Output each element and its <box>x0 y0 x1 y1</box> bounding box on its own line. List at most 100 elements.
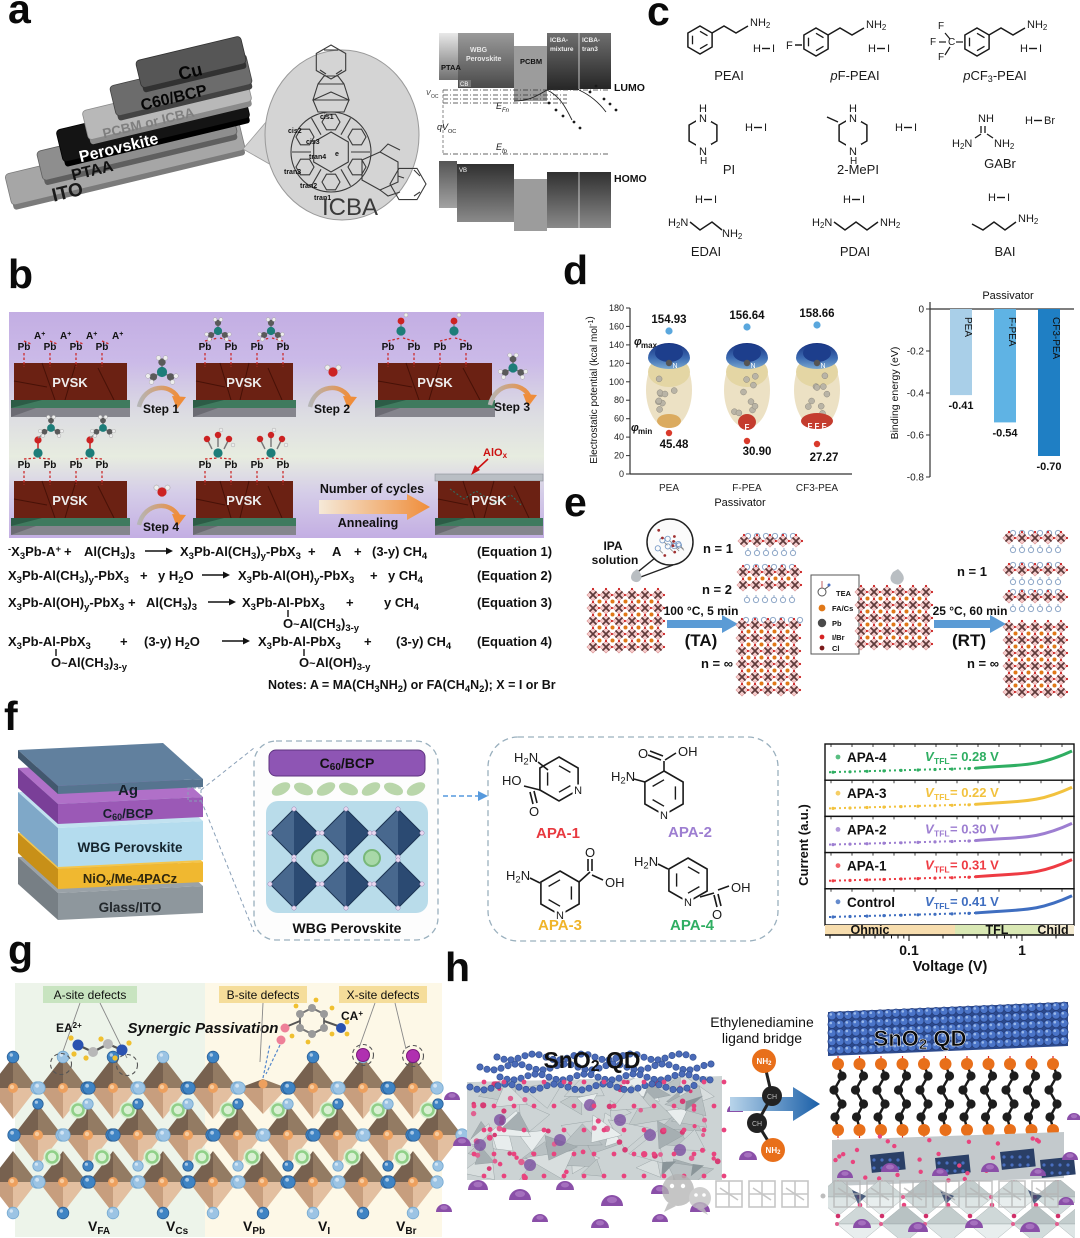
svg-text:tran4: tran4 <box>309 154 326 161</box>
svg-text:PEA: PEA <box>659 483 679 494</box>
svg-text:20: 20 <box>614 451 624 461</box>
svg-text:TFL: TFL <box>934 865 950 875</box>
svg-text:PVSK: PVSK <box>226 493 262 508</box>
svg-text:Glass/ITO: Glass/ITO <box>99 900 162 915</box>
svg-text:O: O <box>712 907 722 922</box>
svg-text:F F F: F F F <box>807 422 826 431</box>
svg-text:Voltage (V): Voltage (V) <box>913 959 988 975</box>
svg-text:ICBA-: ICBA- <box>582 37 600 44</box>
svg-text:PVSK: PVSK <box>471 493 507 508</box>
svg-text:2-MePI: 2-MePI <box>837 162 879 177</box>
svg-text:H2N: H2N <box>514 750 538 768</box>
svg-text:pCF3-PEAI: pCF3-PEAI <box>962 68 1027 84</box>
svg-text:Pb: Pb <box>225 460 238 471</box>
svg-text:CF3-PEA: CF3-PEA <box>796 483 839 494</box>
svg-text:100 °C, 5 min: 100 °C, 5 min <box>664 604 739 618</box>
svg-text:Current (a.u.): Current (a.u.) <box>796 804 811 886</box>
svg-text:A+: A+ <box>60 331 71 342</box>
svg-text:GABr: GABr <box>984 156 1016 171</box>
svg-text:PEA: PEA <box>962 317 973 337</box>
svg-text:= 0.28 V: = 0.28 V <box>950 749 999 764</box>
svg-text:H2N: H2N <box>668 217 688 230</box>
svg-text:AlOx: AlOx <box>483 447 508 460</box>
svg-text:H: H <box>1020 43 1028 55</box>
svg-text:Synergic Passivation: Synergic Passivation <box>128 1020 279 1037</box>
svg-text:I: I <box>862 194 865 206</box>
svg-text:y CH4: y CH4 <box>384 595 420 613</box>
svg-text:CB: CB <box>460 82 468 88</box>
svg-text:Pb: Pb <box>225 342 238 353</box>
svg-text:pF-PEAI: pF-PEAI <box>829 68 879 83</box>
svg-text:F: F <box>745 423 750 432</box>
svg-text:tran3: tran3 <box>284 169 301 176</box>
svg-text:N: N <box>820 363 825 370</box>
svg-text:NH: NH <box>978 113 994 125</box>
svg-text:180: 180 <box>609 303 624 313</box>
svg-text:C60/BCP: C60/BCP <box>320 755 375 773</box>
svg-text:X3Pb-Al-PbX3: X3Pb-Al-PbX3 <box>242 595 325 613</box>
svg-text:Pb: Pb <box>251 460 264 471</box>
svg-text:PDAI: PDAI <box>840 244 870 259</box>
svg-text:160: 160 <box>609 321 624 331</box>
svg-text:ICBA: ICBA <box>322 194 378 221</box>
svg-text:0: 0 <box>918 305 924 316</box>
svg-text:Pb: Pb <box>199 342 212 353</box>
svg-text:I: I <box>764 122 767 134</box>
svg-text:Binding energy (eV): Binding energy (eV) <box>889 347 901 440</box>
svg-text:PI: PI <box>723 162 735 177</box>
svg-text:158.66: 158.66 <box>799 308 834 320</box>
svg-text:NH2: NH2 <box>722 228 742 241</box>
svg-text:HOMO: HOMO <box>614 173 647 185</box>
svg-text:ligand bridge: ligand bridge <box>722 1030 802 1046</box>
svg-text:= 0.30 V: = 0.30 V <box>950 821 999 836</box>
svg-text:c: c <box>647 0 670 34</box>
svg-text:N: N <box>849 146 857 158</box>
svg-text:y CH4: y CH4 <box>388 568 424 586</box>
svg-text:(3-y) CH4: (3-y) CH4 <box>372 544 428 562</box>
svg-text:n = ∞: n = ∞ <box>967 656 999 671</box>
svg-text:APA-1: APA-1 <box>536 825 580 842</box>
svg-text:cis2: cis2 <box>288 128 302 135</box>
svg-text:-X3Pb-A+: -X3Pb-A+ <box>8 544 61 562</box>
svg-text:Child: Child <box>1037 923 1068 937</box>
svg-text:N: N <box>556 910 564 922</box>
svg-text:O~Al(OH)3-y: O~Al(OH)3-y <box>299 655 371 673</box>
svg-text:O: O <box>529 804 539 819</box>
svg-text:TFL: TFL <box>934 901 950 911</box>
svg-text:(Equation 4): (Equation 4) <box>477 634 552 649</box>
svg-text:E: E <box>496 101 503 111</box>
svg-text:-0.2: -0.2 <box>907 347 925 358</box>
svg-text:X3Pb-Al(CH3)y-PbX3: X3Pb-Al(CH3)y-PbX3 <box>180 544 301 562</box>
svg-text:TFL: TFL <box>986 923 1009 937</box>
svg-text:NH2: NH2 <box>1027 19 1047 32</box>
svg-text:V: V <box>925 785 935 800</box>
svg-text:N: N <box>684 897 692 909</box>
svg-text:Step 4: Step 4 <box>143 520 179 534</box>
svg-text:Notes: A = MA(CH3NH2) or FA(CH: Notes: A = MA(CH3NH2) or FA(CH4N2); X = … <box>268 678 556 695</box>
svg-text:qV: qV <box>437 122 449 132</box>
svg-text:h: h <box>445 944 470 990</box>
svg-text:V: V <box>925 894 935 909</box>
svg-text:+: + <box>128 595 136 610</box>
svg-text:I/Br: I/Br <box>832 633 845 642</box>
svg-text:Pb: Pb <box>382 342 395 353</box>
svg-text:PVSK: PVSK <box>52 375 88 390</box>
svg-text:X3Pb-Al(CH3)y-PbX3: X3Pb-Al(CH3)y-PbX3 <box>8 568 129 586</box>
svg-text:PCBM: PCBM <box>520 57 542 66</box>
svg-text:+: + <box>370 568 378 583</box>
svg-text:B-site defects: B-site defects <box>227 988 300 1002</box>
svg-text:C: C <box>948 37 955 48</box>
svg-text:OH: OH <box>605 875 625 890</box>
svg-text:Ag: Ag <box>118 782 138 799</box>
svg-text:(Equation 1): (Equation 1) <box>477 544 552 559</box>
svg-text:PVSK: PVSK <box>226 375 262 390</box>
svg-text:Pb: Pb <box>199 460 212 471</box>
svg-text:H: H <box>843 194 851 206</box>
svg-text:IPA: IPA <box>603 539 622 553</box>
svg-text:BAI: BAI <box>995 244 1016 259</box>
svg-text:(Equation 2): (Equation 2) <box>477 568 552 583</box>
svg-text:-0.8: -0.8 <box>907 473 925 484</box>
svg-text:d: d <box>563 247 588 293</box>
svg-text:27.27: 27.27 <box>810 452 839 464</box>
svg-text:-0.70: -0.70 <box>1036 461 1061 473</box>
